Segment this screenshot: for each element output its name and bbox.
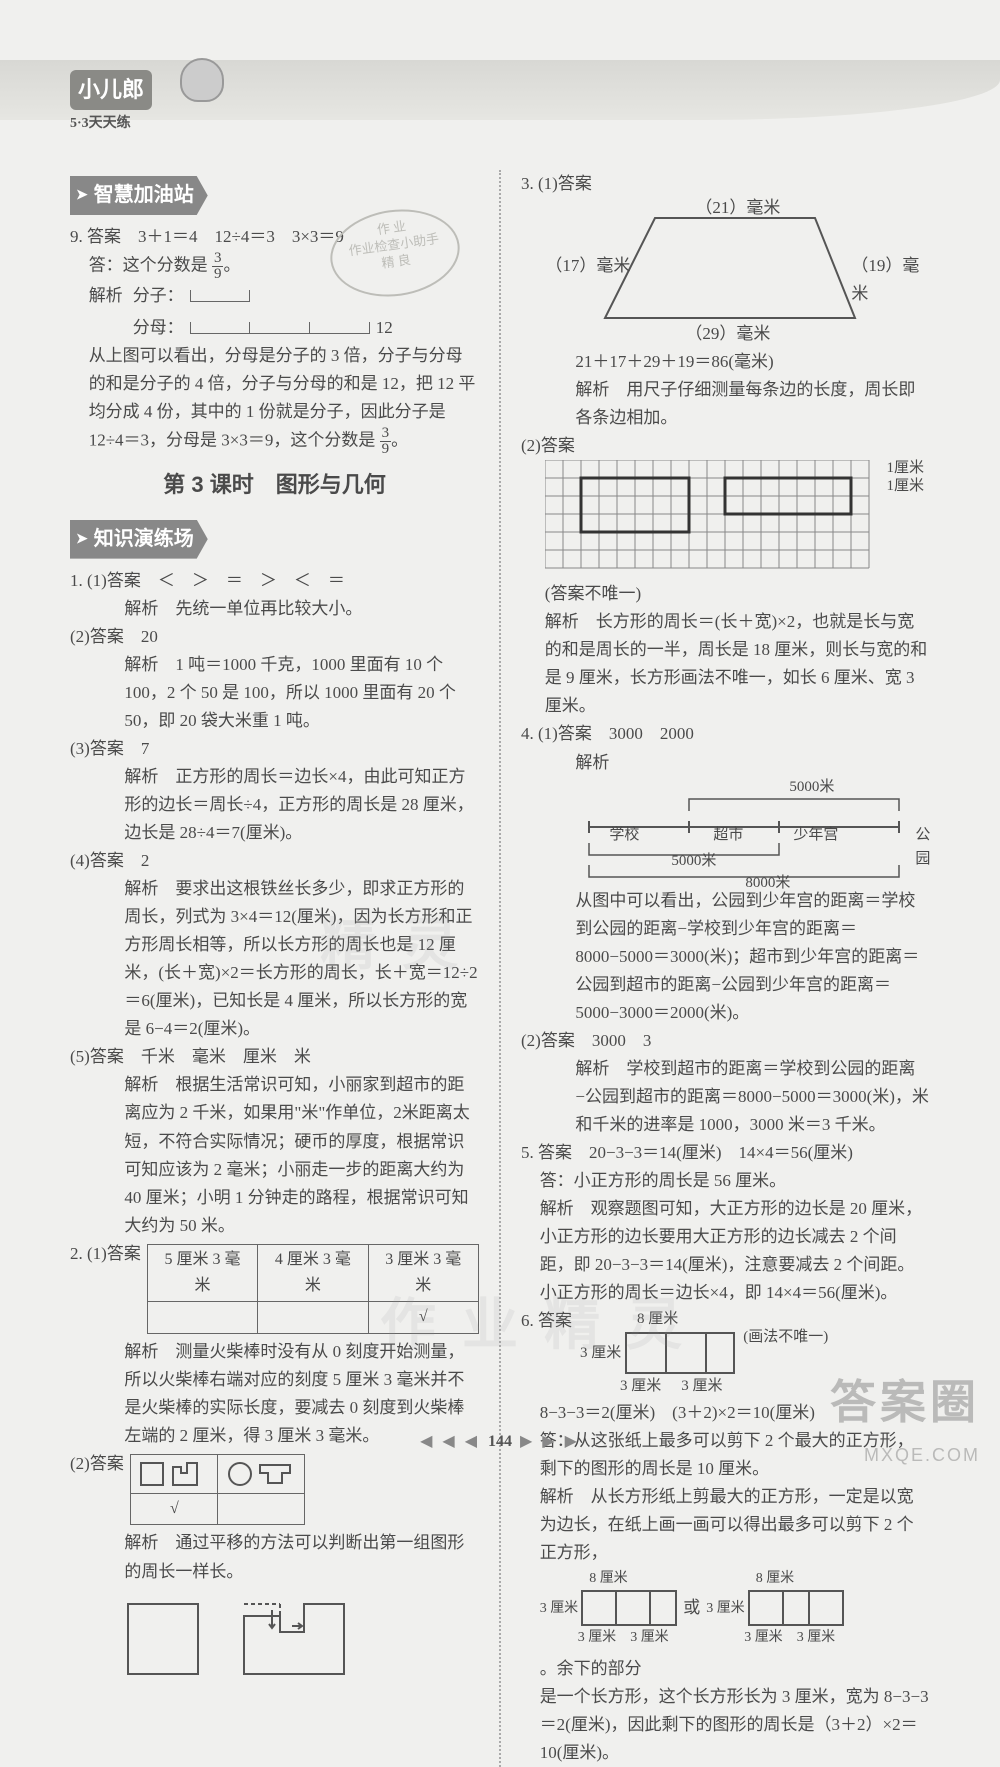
dia-bf: 8000米 xyxy=(745,871,790,896)
jiexi-label: 解析 xyxy=(575,753,609,772)
shape-pair-2-icon xyxy=(226,1459,296,1489)
q6-jx2: 是一个长方形，这个长方形长为 3 厘米，宽为 8−3−3＝2(厘米)，因此剩下的… xyxy=(521,1683,930,1767)
q1-1-jx: 解析 先统一单位再比较大小。 xyxy=(70,595,479,623)
trap-right: （19）毫米 xyxy=(851,252,930,308)
q1-4-ans: (4)答案 2 xyxy=(70,847,479,875)
q5-ans: 5. 答案 20−3−3＝14(厘米) 14×4＝56(厘米) xyxy=(521,1139,930,1167)
q1-5-jx: 解析 根据生活常识可知，小丽家到超市的距离应为 2 千米，如果用"米"作单位，2… xyxy=(70,1071,479,1239)
watermark: 答案圈 MXQE.COM xyxy=(830,1365,980,1471)
left-column: 智慧加油站 9. 答案 3＋1＝4 12÷4＝3 3×3＝9 答：这个分数是 3… xyxy=(70,170,479,1767)
q3-trapezoid: （21）毫米 （17）毫米 （19）毫米 （29）毫米 xyxy=(521,198,930,348)
q2-1-table: 5 厘米 3 毫米4 厘米 3 毫米3 厘米 3 毫米 √ xyxy=(147,1244,479,1334)
section-wisdom: 智慧加油站 xyxy=(70,176,208,215)
trap-bottom: （29）毫米 xyxy=(685,320,770,348)
trap-left: （17）毫米 xyxy=(545,252,630,280)
fenmu-label: 分母： xyxy=(133,314,184,342)
dia-bl: 5000米 xyxy=(671,849,716,874)
q6-or: 或 xyxy=(683,1594,700,1622)
q5-da: 答：小正方形的周长是 56 厘米。 xyxy=(521,1167,930,1195)
q1-3-jx: 解析 正方形的周长＝边长×4，由此可知正方形的边长＝周长÷4，正方形的周长是 2… xyxy=(70,763,479,847)
shape-pair-1-icon xyxy=(139,1459,209,1489)
mascot-icon xyxy=(180,58,224,102)
q2-2-row: (2)答案 √ xyxy=(70,1450,479,1529)
lesson-title: 第 3 课时 图形与几何 xyxy=(70,467,479,503)
q4-2-ans: (2)答案 3000 3 xyxy=(521,1027,930,1055)
logo: 小儿郎 5·3天天练 xyxy=(70,70,180,130)
q4-1-jx: 从图中可以看出，公园到少年宫的距离＝学校到公园的距离−学校到少年宫的距离＝800… xyxy=(521,887,930,1027)
q6-tail: 。余下的部分 xyxy=(540,1655,642,1683)
q2-1-row: 2. (1)答案 5 厘米 3 毫米4 厘米 3 毫米3 厘米 3 毫米 √ xyxy=(70,1240,479,1338)
q6-note: (画法不唯一) xyxy=(743,1307,828,1350)
q3-grid: 1厘米 1厘米 xyxy=(521,460,930,580)
q3-calc: 21＋17＋29＋19＝86(毫米) xyxy=(521,348,930,376)
jiexi-label: 解析 xyxy=(89,282,123,310)
check-icon: √ xyxy=(368,1302,478,1333)
logo-bottom: 5·3天天练 xyxy=(70,112,180,135)
dia-n2: 超市 xyxy=(713,823,743,848)
q6-dia: 8 厘米 3 厘米 3 厘米3 厘米 xyxy=(580,1307,735,1399)
q9-da-text: 答：这个分数是 xyxy=(89,255,208,274)
q3-2-note: (答案不唯一) xyxy=(521,580,930,608)
q6-dia2a: 8 厘米 3 厘米 3 厘米3 厘米 xyxy=(540,1567,678,1649)
dia-n1: 学校 xyxy=(609,823,639,848)
fenzi-label: 分子： xyxy=(133,282,184,310)
q2-1-ans: 2. (1)答案 xyxy=(70,1240,141,1268)
dia-top: 5000米 xyxy=(789,775,834,800)
q1-1-ans: 1. (1)答案 ＜ ＞ ＝ ＞ ＜ ＝ xyxy=(70,567,479,595)
q5-jx: 解析 观察题图可知，大正方形的边长是 20 厘米，小正方形的边长要用大正方形的边… xyxy=(521,1195,930,1307)
q6-dia2-row: 8 厘米 3 厘米 3 厘米3 厘米 或 8 厘米 3 厘米 3 厘米3 厘米 xyxy=(521,1567,930,1683)
q4-diagram: 解析 5000米 学校 超市 少年宫 公园 5000米 8000米 xyxy=(521,749,930,887)
q2-2-jx: 解析 通过平移的方法可以判断出第一组图形的周长一样长。 xyxy=(70,1529,479,1585)
q9-para: 从上图可以看出，分母是分子的 3 倍，分子与分母的和是分子的 4 倍，分子与分母… xyxy=(70,342,479,457)
content-columns: 智慧加油站 9. 答案 3＋1＝4 12÷4＝3 3×3＝9 答：这个分数是 3… xyxy=(70,170,930,1767)
q3-1-jx: 解析 用尺子仔细测量每条边的长度，周长即各条边相加。 xyxy=(521,376,930,432)
q2-2-translate-diagram xyxy=(70,1590,479,1680)
column-divider xyxy=(499,170,501,1767)
q4-2-jx: 解析 学校到超市的距离＝学校到公园的距离−公园到超市的距离＝8000−5000＝… xyxy=(521,1055,930,1139)
watermark-small: MXQE.COM xyxy=(830,1441,980,1471)
q1-4-jx: 解析 要求出这根铁丝长多少，即求正方形的周长，列式为 3×4＝12(厘米)，因为… xyxy=(70,875,479,1043)
watermark-big: 答案圈 xyxy=(830,1365,980,1441)
q3-2-ans: (2)答案 xyxy=(521,432,930,460)
grid-label-b: 1厘米 xyxy=(886,474,924,499)
q4-1-ans: 4. (1)答案 3000 2000 xyxy=(521,720,930,748)
fraction-icon: 39 xyxy=(212,251,224,282)
dia-n3: 少年宫 xyxy=(793,823,838,848)
right-column: 3. (1)答案 （21）毫米 （17）毫米 （19）毫米 （29）毫米 21＋… xyxy=(521,170,930,1767)
q1-5-ans: (5)答案 千米 毫米 厘米 米 xyxy=(70,1043,479,1071)
logo-top: 小儿郎 xyxy=(70,70,152,110)
trap-top: （21）毫米 xyxy=(695,194,780,222)
fenmu-end: 12 xyxy=(376,314,393,342)
q6-ans: 6. 答案 xyxy=(521,1307,572,1335)
q6-dia2b: 8 厘米 3 厘米 3 厘米3 厘米 xyxy=(706,1567,844,1649)
q1-2-ans: (2)答案 20 xyxy=(70,623,479,651)
q1-3-ans: (3)答案 7 xyxy=(70,735,479,763)
section-practice: 知识演练场 xyxy=(70,520,208,559)
q3-2-jx: 解析 长方形的周长＝(长＋宽)×2，也就是长与宽的和是周长的一半，周长是 18 … xyxy=(521,608,930,720)
q2-2-shapes: √ xyxy=(130,1454,305,1525)
fraction-icon: 39 xyxy=(380,426,392,457)
check-icon: √ xyxy=(131,1494,218,1525)
q6-jx1: 解析 从长方形纸上剪最大的正方形，一定是以宽为边长，在纸上画一画可以得出最多可以… xyxy=(521,1483,930,1567)
q1-2-jx: 解析 1 吨＝1000 千克，1000 里面有 10 个 100，2 个 50 … xyxy=(70,651,479,735)
dia-n4: 公园 xyxy=(915,823,930,873)
